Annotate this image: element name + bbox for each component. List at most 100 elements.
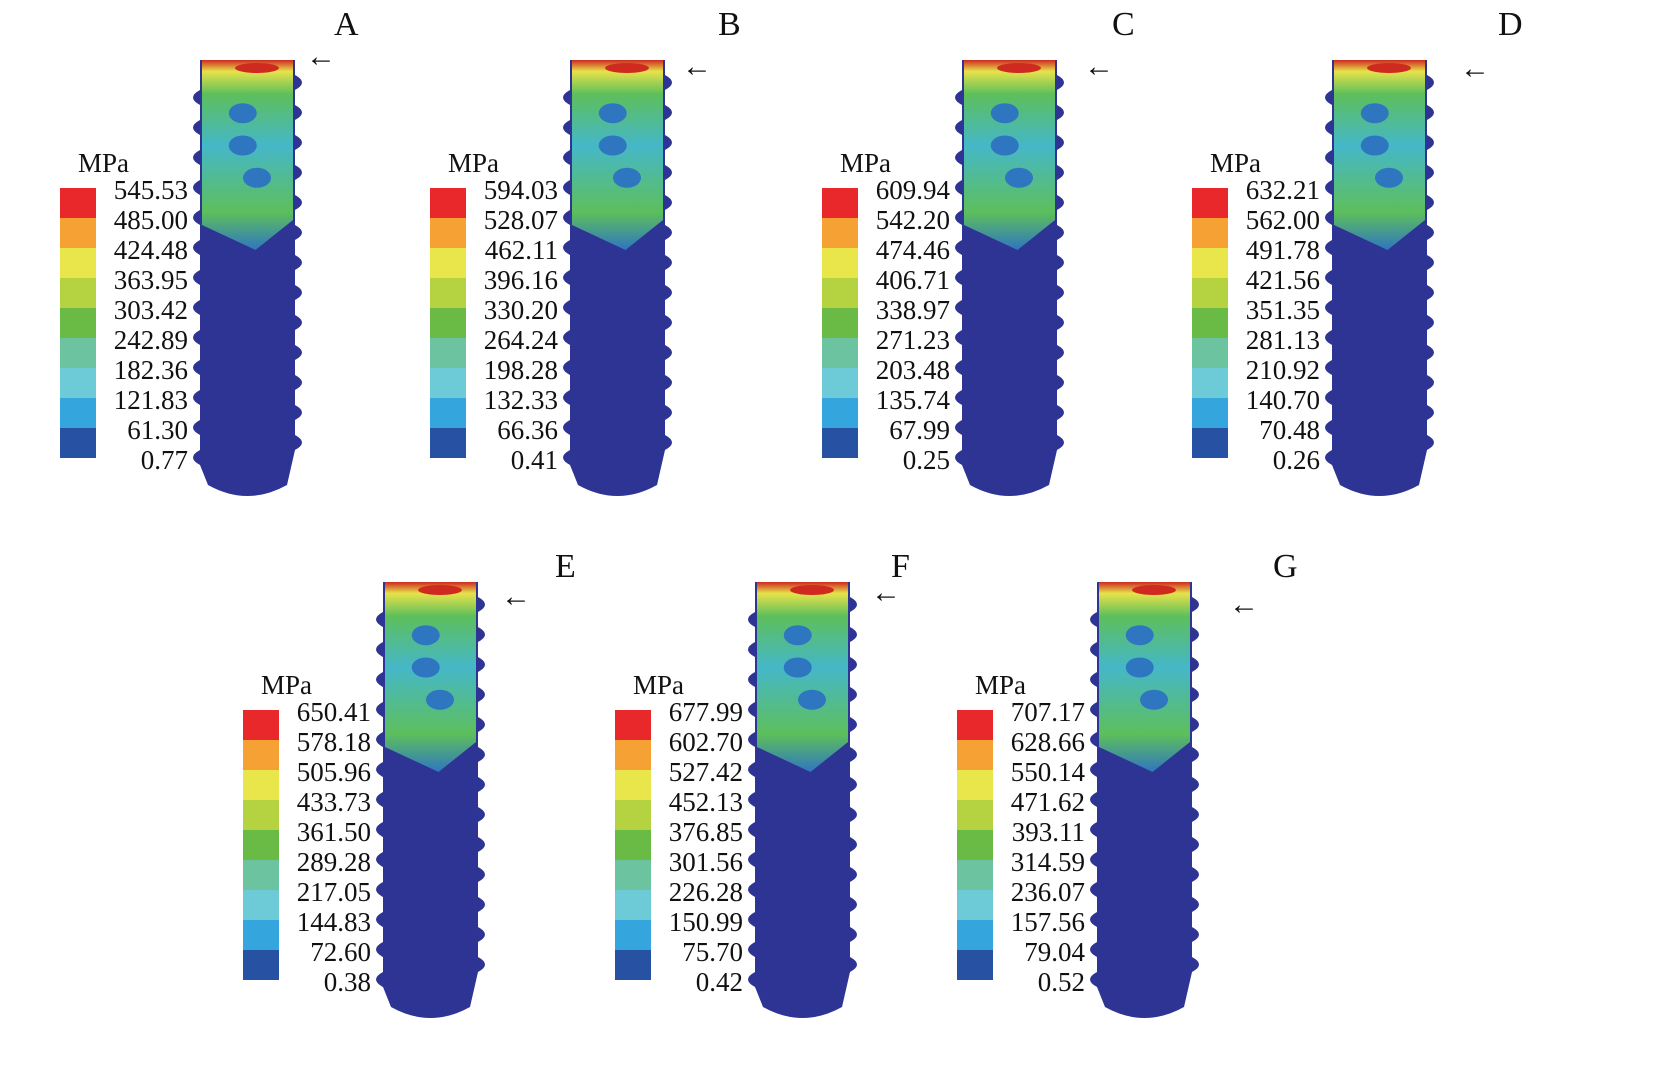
- legend-swatch: [957, 770, 993, 800]
- legend-swatch: [957, 920, 993, 950]
- legend-swatch: [430, 428, 466, 458]
- peak-stress-spot: [235, 63, 279, 73]
- legend-value: 140.70: [1245, 385, 1320, 415]
- legend-swatch: [615, 800, 651, 830]
- panel-label: A: [334, 6, 359, 43]
- color-legend: [430, 188, 466, 458]
- legend-swatch: [1192, 218, 1228, 248]
- low-stress-spot: [1125, 625, 1154, 646]
- panel-d: D ← MPa 632.21 562.00 491.78 421.56 351.35 281.1…: [1132, 0, 1532, 520]
- legend-swatch: [615, 770, 651, 800]
- legend-value: 301.56: [668, 847, 743, 877]
- low-stress-spot: [598, 135, 627, 156]
- low-stress-spot: [1140, 689, 1168, 710]
- low-stress-spot: [1360, 135, 1389, 156]
- legend-swatch: [1192, 338, 1228, 368]
- legend-value: 157.56: [1010, 907, 1085, 937]
- peak-stress-spot: [790, 585, 834, 595]
- legend-swatch: [243, 740, 279, 770]
- peak-stress-spot: [1367, 63, 1411, 73]
- legend-swatch: [822, 368, 858, 398]
- legend-swatch: [1192, 368, 1228, 398]
- legend-swatch: [60, 188, 96, 218]
- legend-swatch: [243, 860, 279, 890]
- legend-swatch: [615, 890, 651, 920]
- legend-unit: MPa: [78, 148, 130, 178]
- legend-value: 462.11: [484, 235, 558, 265]
- legend-value: 203.48: [875, 355, 950, 385]
- legend-swatch: [243, 770, 279, 800]
- legend-swatch: [430, 398, 466, 428]
- legend-value: 562.00: [1245, 205, 1320, 235]
- low-stress-spot: [411, 625, 440, 646]
- legend-value: 632.21: [1245, 175, 1320, 205]
- low-stress-spot: [1005, 167, 1033, 188]
- legend-value: 72.60: [310, 937, 371, 967]
- legend-swatch: [60, 278, 96, 308]
- legend-value: 421.56: [1245, 265, 1320, 295]
- color-legend: [1192, 188, 1228, 458]
- low-stress-spot: [228, 103, 257, 124]
- legend-value: 578.18: [296, 727, 371, 757]
- legend-value: 289.28: [296, 847, 371, 877]
- color-legend: [615, 710, 651, 980]
- implant-stress-map: [955, 60, 1064, 496]
- legend-value: 150.99: [668, 907, 743, 937]
- implant-stress-map: [748, 582, 857, 1018]
- panel-a: A ← MPa 545.53 485.00 424.48 363.95 303.42 242.8…: [0, 0, 400, 520]
- legend-values: 545.53 485.00 424.48 363.95 303.42 242.89 182.…: [98, 175, 188, 475]
- low-stress-spot: [798, 689, 826, 710]
- implant-stress-map: [1090, 582, 1199, 1018]
- legend-value: 198.28: [483, 355, 558, 385]
- panel-label: D: [1498, 6, 1523, 43]
- legend-value: 0.38: [323, 967, 371, 997]
- legend-value: 144.83: [296, 907, 371, 937]
- legend-value: 433.73: [296, 787, 371, 817]
- legend-swatch: [957, 950, 993, 980]
- implant-neck-stress-zone: [1099, 582, 1190, 772]
- panel-label: C: [1112, 6, 1135, 43]
- peak-stress-spot: [605, 63, 649, 73]
- legend-value: 650.41: [296, 697, 371, 727]
- legend-value: 217.05: [296, 877, 371, 907]
- low-stress-spot: [783, 657, 812, 678]
- implant-stress-map: [1325, 60, 1434, 496]
- legend-values: 650.41 578.18 505.96 433.73 361.50 289.28 217.…: [281, 697, 371, 997]
- legend-value: 471.62: [1010, 787, 1085, 817]
- legend-value: 424.48: [113, 235, 188, 265]
- implant-neck-stress-zone: [964, 60, 1055, 250]
- legend-unit: MPa: [975, 670, 1027, 700]
- legend-value: 542.20: [875, 205, 950, 235]
- legend-values: 707.17 628.66 550.14 471.62 393.11 314.59 236.…: [995, 697, 1085, 997]
- peak-stress-spot: [418, 585, 462, 595]
- legend-swatch: [243, 710, 279, 740]
- arrow-left-icon: ←: [1084, 50, 1114, 83]
- legend-value: 242.89: [113, 325, 188, 355]
- legend-swatch: [822, 248, 858, 278]
- legend-values: 594.03 528.07 462.11 396.16 330.20 264.24 198.…: [468, 175, 558, 475]
- legend-value: 61.30: [127, 415, 188, 445]
- legend-value: 0.42: [695, 967, 743, 997]
- legend-unit: MPa: [1210, 148, 1262, 178]
- legend-values: 609.94 542.20 474.46 406.71 338.97 271.23 203.…: [860, 175, 950, 475]
- low-stress-spot: [598, 103, 627, 124]
- peak-stress-spot: [1132, 585, 1176, 595]
- legend-value: 210.92: [1245, 355, 1320, 385]
- legend-value: 602.70: [668, 727, 743, 757]
- legend-swatch: [243, 890, 279, 920]
- legend-value: 594.03: [483, 175, 558, 205]
- legend-value: 0.25: [902, 445, 950, 475]
- low-stress-spot: [990, 135, 1019, 156]
- legend-swatch: [615, 740, 651, 770]
- legend-value: 66.36: [497, 415, 558, 445]
- panel-b: B ← MPa 594.03 528.07 462.11 396.16 330.20 264.2…: [370, 0, 770, 520]
- legend-swatch: [60, 428, 96, 458]
- implant-neck-stress-zone: [572, 60, 663, 250]
- legend-swatch: [430, 368, 466, 398]
- legend-swatch: [822, 428, 858, 458]
- legend-swatch: [243, 830, 279, 860]
- legend-value: 0.41: [510, 445, 558, 475]
- legend-value: 264.24: [483, 325, 558, 355]
- legend-value: 132.33: [483, 385, 558, 415]
- legend-swatch: [1192, 308, 1228, 338]
